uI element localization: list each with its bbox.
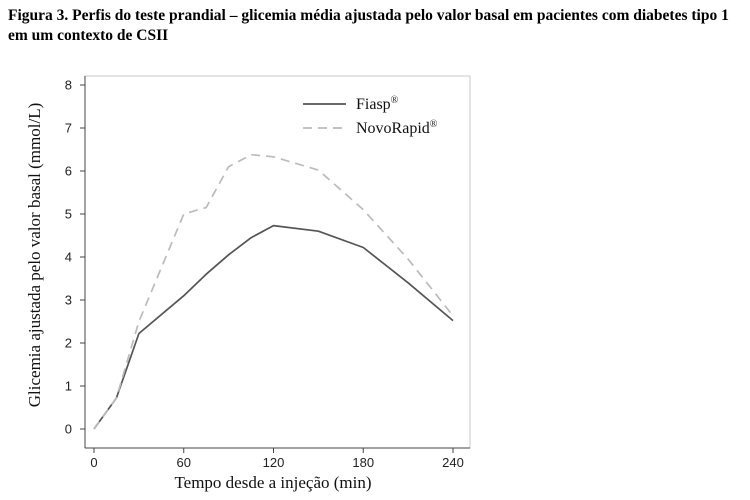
x-tick-label: 60	[177, 455, 191, 470]
x-tick-label: 0	[90, 455, 97, 470]
y-tick-label: 6	[65, 164, 72, 179]
y-tick-label: 0	[65, 422, 72, 437]
y-axis-label: Glicemia ajustada pelo valor basal (mmol…	[25, 103, 44, 407]
x-tick-label: 120	[263, 455, 285, 470]
series-line-novorapid	[93, 153, 454, 430]
series-line-fiasp	[93, 224, 454, 430]
y-axis-ticks: 0 1 2 3 4 5 6 7 8	[65, 78, 85, 437]
y-tick-label: 8	[65, 78, 72, 93]
y-tick-label: 1	[65, 379, 72, 394]
y-tick-label: 7	[65, 121, 72, 136]
x-tick-label: 180	[352, 455, 374, 470]
x-axis-ticks: 0 60 120 180 240	[90, 448, 464, 470]
series-lines	[93, 153, 454, 430]
legend-label-novorapid: NovoRapid®	[356, 119, 438, 137]
y-tick-label: 5	[65, 207, 72, 222]
legend: Fiasp® NovoRapid®	[303, 95, 438, 137]
x-tick-label: 240	[442, 455, 464, 470]
y-tick-label: 2	[65, 336, 72, 351]
legend-label-fiasp: Fiasp®	[356, 95, 399, 113]
y-tick-label: 4	[65, 250, 72, 265]
y-tick-label: 3	[65, 293, 72, 308]
chart-title: Figura 3. Perfis do teste prandial – gli…	[8, 7, 729, 44]
x-axis-label: Tempo desde a injeção (min)	[174, 473, 371, 492]
